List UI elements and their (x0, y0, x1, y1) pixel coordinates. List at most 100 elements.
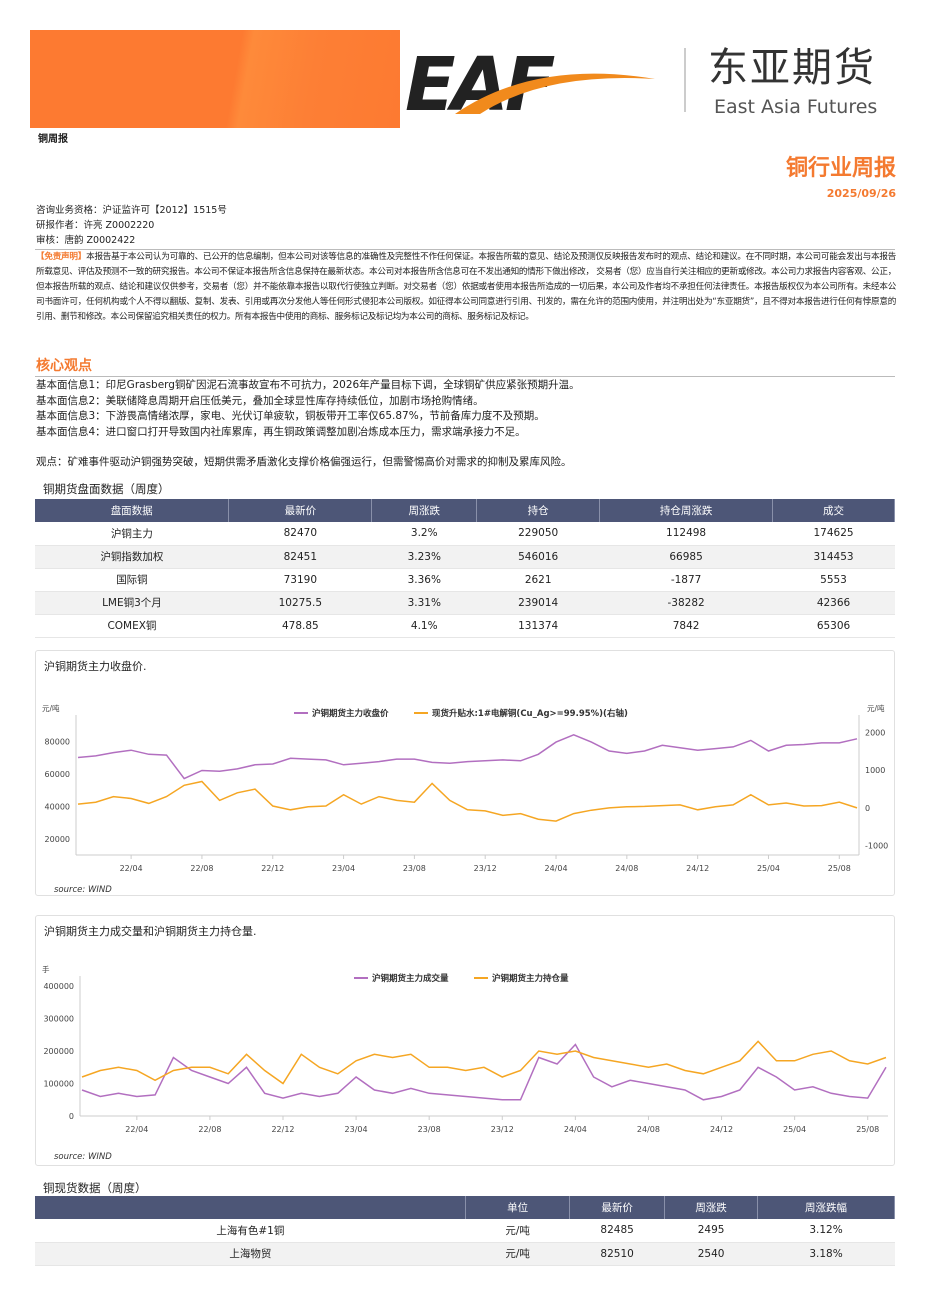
x-tick-label: 25/08 (828, 864, 851, 873)
table-row: 上海物贸 元/吨 82510 2540 3.18% (35, 1242, 895, 1266)
x-tick-label: 24/08 (615, 864, 638, 873)
table-cell: 元/吨 (465, 1242, 570, 1266)
x-tick-label: 24/12 (686, 864, 709, 873)
table-cell: 82470 (228, 522, 372, 546)
volume-chart-box: 沪铜期货主力成交量和沪铜期货主力持仓量. 手 0 100000 200000 300000… (35, 915, 895, 1166)
chart-title: 沪铜期货主力成交量和沪铜期货主力持仓量. (44, 924, 257, 938)
y-axis-unit-right: 元/吨 (867, 703, 885, 713)
table-cell: 沪铜指数加权 (35, 545, 229, 569)
spot-table-title: 铜现货数据（周度） (43, 1181, 147, 1195)
x-tick-label: 25/08 (856, 1125, 879, 1134)
disclaimer-text: 本报告基于本公司认为可靠的、已公开的信息编制，但本公司对该等信息的准确性及完整性… (36, 252, 897, 322)
x-tick-label: 23/12 (491, 1125, 514, 1134)
y-axis-unit: 元/吨 (42, 703, 60, 713)
column-header: 持仓 (476, 499, 601, 522)
futures-table: 盘面数据 最新价 周涨跌 持仓 持仓周涨跌 成交 沪铜主力 82470 3.2% 229050 11… (35, 499, 895, 638)
divider (35, 249, 895, 250)
logo-en: East Asia Futures (714, 96, 878, 118)
chart-source: source: WIND (54, 885, 112, 895)
table-cell: 546016 (476, 545, 600, 569)
report-date: 2025/09/26 (826, 187, 896, 200)
table-cell: 2495 (664, 1219, 758, 1243)
table-cell: -1877 (599, 568, 773, 592)
column-header (35, 1196, 467, 1219)
column-header: 成交 (772, 499, 895, 522)
x-tick-label: 22/08 (198, 1125, 221, 1134)
x-tick-label: 23/04 (332, 864, 355, 873)
y-tick-label: 200000 (43, 1047, 74, 1056)
y-tick-label: 100000 (43, 1080, 74, 1089)
y-tick-label-right: 1000 (865, 766, 885, 775)
spot-table: 单位 最新价 周涨跌 周涨跌幅 上海有色#1铜 元/吨 82485 2495 3.12% 上海物贸… (35, 1196, 895, 1266)
reviewer: 审核：唐韵 Z0002422 (36, 235, 136, 246)
table-cell: 10275.5 (228, 591, 372, 615)
page-title: 铜行业周报 (785, 156, 896, 181)
table-cell: 66985 (599, 545, 773, 569)
table-cell: 112498 (599, 522, 773, 546)
table-cell: 239014 (476, 591, 600, 615)
x-tick-label: 23/04 (345, 1125, 368, 1134)
legend-label: 沪铜期货主力成交量 (372, 973, 449, 984)
column-header: 最新价 (228, 499, 373, 522)
series-line (77, 733, 858, 780)
x-tick-label: 22/08 (190, 864, 213, 873)
table-cell: 42366 (772, 591, 895, 615)
x-tick-label: 22/04 (120, 864, 143, 873)
table-cell: 3.2% (371, 522, 477, 546)
table-cell: 478.85 (228, 614, 372, 638)
y-tick-label: 40000 (45, 802, 70, 811)
x-tick-label: 25/04 (757, 864, 780, 873)
y-tick-label-right: 2000 (865, 729, 885, 738)
series-line (81, 1040, 887, 1085)
disclaimer-label: 【免责声明】 (36, 252, 87, 262)
legend-label: 沪铜期货主力收盘价 (312, 708, 389, 719)
x-tick-label: 23/12 (474, 864, 497, 873)
x-tick-label: 25/04 (783, 1125, 806, 1134)
disclaimer: 【免责声明】本报告基于本公司认为可靠的、已公开的信息编制，但本公司对该等信息的准… (36, 250, 896, 325)
x-tick-label: 23/08 (418, 1125, 441, 1134)
qualification: 咨询业务资格：沪证监许可【2012】1515号 (36, 205, 227, 216)
table-row: 沪铜指数加权 82451 3.23% 546016 66985 314453 (35, 545, 895, 569)
table-cell: 上海有色#1铜 (35, 1219, 466, 1243)
author: 研报作者：许亮 Z0002220 (36, 220, 155, 231)
table-row: 沪铜主力 82470 3.2% 229050 112498 174625 (35, 522, 895, 546)
price-chart: 沪铜期货主力收盘价.元/吨 元/吨20000400006000080000-100… (42, 659, 888, 895)
table-cell: 82485 (569, 1219, 665, 1243)
y-tick-label: 0 (69, 1112, 74, 1121)
x-tick-label: 22/12 (261, 864, 284, 873)
table-cell: 82510 (569, 1242, 665, 1266)
y-tick-label: 80000 (45, 737, 70, 746)
table-row: 上海有色#1铜 元/吨 82485 2495 3.12% (35, 1219, 895, 1243)
x-tick-label: 22/04 (125, 1125, 148, 1134)
table-cell: 4.1% (371, 614, 477, 638)
table-cell: 5553 (772, 568, 895, 592)
column-header: 周涨跌幅 (757, 1196, 895, 1219)
y-tick-label: 400000 (43, 982, 74, 991)
table-cell: 3.23% (371, 545, 477, 569)
column-header: 最新价 (569, 1196, 666, 1219)
table-cell: 元/吨 (465, 1219, 570, 1243)
volume-chart: 沪铜期货主力成交量和沪铜期货主力持仓量. 手 0 100000 200000 300000… (42, 924, 888, 1162)
table-cell: 2621 (476, 568, 600, 592)
logo-divider (684, 48, 686, 112)
core-heading: 核心观点 (36, 358, 92, 374)
chart-title: 沪铜期货主力收盘价. (44, 659, 147, 673)
table-cell: 3.36% (371, 568, 477, 592)
legend-label: 现货升贴水:1#电解铜(Cu_Ag>=99.95%)(右轴) (432, 708, 628, 719)
x-tick-label: 23/08 (403, 864, 426, 873)
series-line (81, 1043, 887, 1101)
legend-label: 沪铜期货主力持仓量 (492, 973, 569, 984)
column-header: 周涨跌 (664, 1196, 759, 1219)
table-cell: COMEX铜 (35, 614, 229, 638)
x-tick-label: 24/04 (564, 1125, 587, 1134)
column-header: 周涨跌 (371, 499, 478, 522)
x-tick-label: 24/08 (637, 1125, 660, 1134)
header-banner (30, 30, 400, 128)
y-axis-unit: 手 (42, 964, 50, 974)
table-cell: 131374 (476, 614, 600, 638)
table-cell: 3.31% (371, 591, 477, 615)
table-cell: 229050 (476, 522, 600, 546)
core-item: 基本面信息4：进口窗口打开导致国内社库累库，再生铜政策调整加剧冶炼成本压力，需求… (36, 426, 526, 438)
table-cell: 国际铜 (35, 568, 229, 592)
x-tick-label: 24/04 (544, 864, 567, 873)
